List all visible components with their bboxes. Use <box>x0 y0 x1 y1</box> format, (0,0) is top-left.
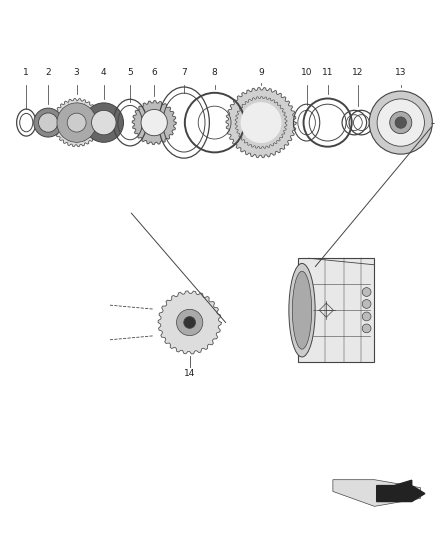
Circle shape <box>362 312 371 321</box>
Text: 7: 7 <box>181 68 187 77</box>
Polygon shape <box>333 480 420 506</box>
Polygon shape <box>158 291 221 354</box>
Circle shape <box>240 102 282 143</box>
Circle shape <box>395 117 406 128</box>
Text: 13: 13 <box>395 68 406 77</box>
Polygon shape <box>226 87 296 158</box>
Circle shape <box>34 108 63 137</box>
Circle shape <box>390 111 412 134</box>
Circle shape <box>362 288 371 296</box>
Circle shape <box>362 324 371 333</box>
Circle shape <box>362 300 371 309</box>
Text: 3: 3 <box>74 68 80 77</box>
Bar <box>298 259 374 362</box>
Circle shape <box>67 113 86 132</box>
Text: 2: 2 <box>46 68 51 77</box>
Circle shape <box>377 99 424 146</box>
Text: 1: 1 <box>23 68 29 77</box>
Circle shape <box>57 103 96 142</box>
Circle shape <box>177 309 203 336</box>
Text: 10: 10 <box>301 68 312 77</box>
Text: 14: 14 <box>184 369 195 378</box>
Text: 5: 5 <box>127 68 133 77</box>
Polygon shape <box>53 99 101 147</box>
Ellipse shape <box>289 263 315 357</box>
Polygon shape <box>132 101 176 144</box>
Text: 12: 12 <box>352 68 364 77</box>
Text: 4: 4 <box>101 68 106 77</box>
Circle shape <box>369 91 432 154</box>
Text: 8: 8 <box>212 68 218 77</box>
Circle shape <box>184 317 195 328</box>
Circle shape <box>39 113 58 132</box>
Circle shape <box>92 110 116 135</box>
Text: 11: 11 <box>322 68 333 77</box>
Text: 9: 9 <box>258 68 264 77</box>
Circle shape <box>84 103 124 142</box>
Ellipse shape <box>293 271 312 349</box>
Text: 6: 6 <box>151 68 157 77</box>
Circle shape <box>141 109 167 136</box>
Polygon shape <box>377 480 425 502</box>
